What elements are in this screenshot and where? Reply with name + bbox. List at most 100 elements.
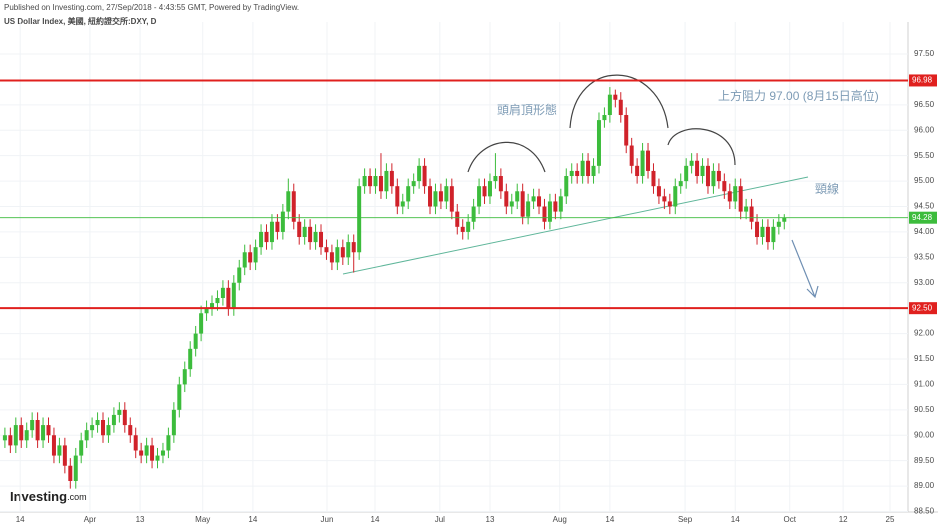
candle-body xyxy=(705,165,710,187)
candle-body xyxy=(122,409,127,426)
y-tick-label: 94.50 xyxy=(914,202,935,211)
price-label: 92.50 xyxy=(912,303,933,312)
candle-body xyxy=(509,201,514,207)
candle-body xyxy=(259,231,264,248)
y-tick-label: 96.00 xyxy=(914,125,935,134)
x-tick-label: 13 xyxy=(136,515,145,524)
candle-body xyxy=(624,115,629,146)
candle-body xyxy=(629,145,634,166)
candle-body xyxy=(57,445,62,456)
candle-body xyxy=(335,247,340,263)
down-arrow xyxy=(791,239,819,299)
candle-body xyxy=(264,231,269,243)
candle-body xyxy=(313,231,318,243)
candle-body xyxy=(90,425,95,431)
candle-body xyxy=(537,196,542,207)
x-tick-label: Jun xyxy=(321,515,334,524)
candle-body xyxy=(351,242,356,253)
candle-body xyxy=(253,247,258,263)
candle-body xyxy=(477,186,482,207)
candle-body xyxy=(30,419,35,431)
candle-body xyxy=(177,384,182,410)
candle-body xyxy=(84,430,89,441)
candle-body xyxy=(558,196,563,212)
candle-body xyxy=(269,221,274,243)
candle-body xyxy=(662,196,667,202)
candle-body xyxy=(2,435,7,441)
candle-body xyxy=(586,160,591,177)
x-tick-label: 13 xyxy=(486,515,495,524)
candle-body xyxy=(95,419,100,426)
x-tick-label: 14 xyxy=(731,515,740,524)
candle-body xyxy=(684,165,689,182)
candle-body xyxy=(111,414,116,426)
left-shoulder-arc xyxy=(467,141,546,173)
y-tick-label: 90.50 xyxy=(914,405,935,414)
candle-body xyxy=(542,206,547,222)
logo-suffix: .com xyxy=(67,492,87,502)
y-tick-label: 96.50 xyxy=(914,100,935,109)
candle-body xyxy=(188,348,193,370)
head-arc xyxy=(569,74,669,129)
candle-body xyxy=(733,186,738,202)
candle-body xyxy=(400,201,405,207)
candle-body xyxy=(62,445,67,466)
price-label-box xyxy=(909,211,937,224)
candle-body xyxy=(308,226,313,243)
candle-body xyxy=(564,176,569,197)
x-tick-label: 12 xyxy=(839,515,848,524)
candle-body xyxy=(362,176,367,187)
annotation: 上方阻力 97.00 (8月15日高位) xyxy=(718,88,879,103)
y-tick-label: 95.50 xyxy=(914,151,935,160)
candle-body xyxy=(738,186,743,212)
candle-body xyxy=(368,176,373,187)
candle-body xyxy=(286,191,291,212)
logo-text: Investing xyxy=(10,489,67,504)
right-shoulder-arc xyxy=(667,128,736,166)
candle-body xyxy=(73,455,78,481)
x-tick-label: Oct xyxy=(784,515,797,524)
candle-body xyxy=(444,186,449,202)
y-tick-label: 97.50 xyxy=(914,49,935,58)
candle-body xyxy=(384,170,389,192)
candle-body xyxy=(460,226,465,232)
candle-body xyxy=(673,186,678,207)
y-tick-label: 94.00 xyxy=(914,227,935,236)
candle-body xyxy=(68,465,73,481)
candle-body xyxy=(13,425,18,446)
x-tick-label: 14 xyxy=(605,515,614,524)
candle-body xyxy=(744,206,749,212)
candle-body xyxy=(346,242,351,258)
candle-body xyxy=(117,409,122,415)
candle-body xyxy=(144,445,149,456)
candle-body xyxy=(765,226,770,243)
candle-body xyxy=(101,419,106,436)
candle-body xyxy=(428,186,433,207)
candle-body xyxy=(79,440,84,456)
candle-body xyxy=(438,191,443,202)
x-tick-label: Apr xyxy=(84,515,97,524)
candle-body xyxy=(667,201,672,207)
candle-body xyxy=(128,425,133,436)
candle-body xyxy=(133,435,138,451)
price-label: 96.98 xyxy=(912,76,933,85)
candle-body xyxy=(171,409,176,436)
x-tick-label: Sep xyxy=(678,515,693,524)
candle-body xyxy=(596,120,601,166)
candle-body xyxy=(553,201,558,212)
candle-body xyxy=(591,165,596,177)
annotation: 頸線 xyxy=(815,181,839,196)
candle-body xyxy=(19,425,24,441)
candle-body xyxy=(547,201,552,222)
candle-body xyxy=(302,226,307,238)
candle-body xyxy=(193,333,198,349)
candle-body xyxy=(406,186,411,202)
candle-body xyxy=(220,287,225,299)
candle-body xyxy=(651,170,656,187)
candle-body xyxy=(340,247,345,258)
candle-body xyxy=(695,160,700,177)
candle-body xyxy=(378,176,383,192)
candle-body xyxy=(635,165,640,177)
candle-body xyxy=(607,94,612,116)
y-tick-label: 93.50 xyxy=(914,252,935,261)
